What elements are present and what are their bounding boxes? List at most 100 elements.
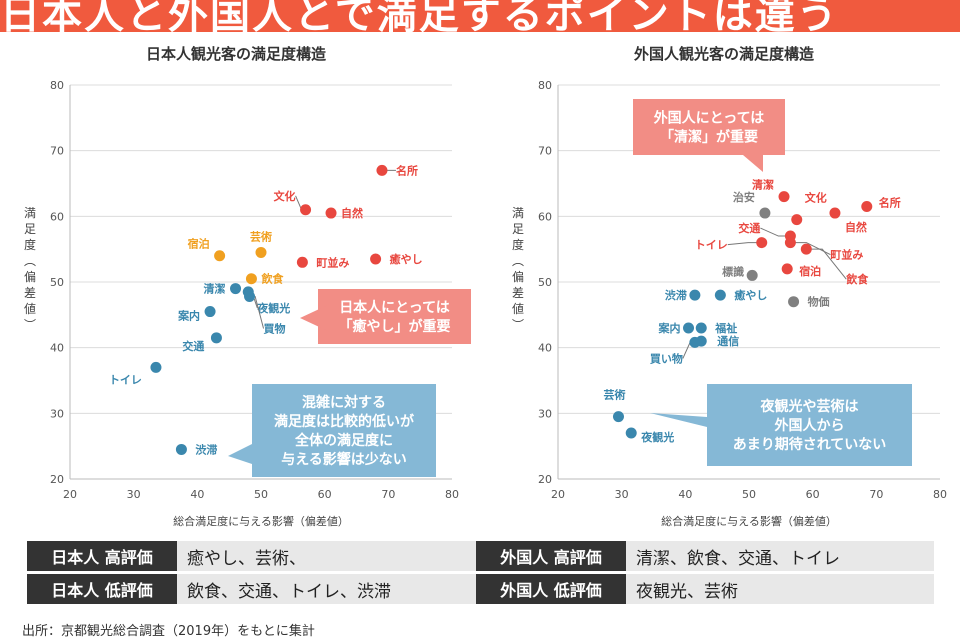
data-point [683,322,695,334]
data-point [296,256,308,268]
point-label: 清潔 [752,178,774,192]
y-tick-label: 70 [538,145,552,158]
data-point [210,332,222,344]
callout-text: 全体の満足度に [294,432,393,449]
data-point [370,253,382,265]
data-point [756,237,768,249]
point-label: 宿泊 [188,237,210,251]
x-tick-label: 40 [678,488,692,501]
callout-text: 満足度は比較的低いが [274,413,415,430]
point-label: トイレ [109,373,142,386]
callout-text: 与える影響は少ない [281,451,407,468]
callout-text: 混雑に対する [302,394,386,411]
chart-japanese: 日本人観光客の満足度構造 20 30 40 50 60 70 80 20 30 40 50 60 70 80… [24,45,471,528]
callout-box [707,384,912,466]
summary-value: 飲食、交通、トイレ、渋滞 [177,574,485,604]
point-label: 福祉 [714,321,737,335]
point-label: 交通 [738,221,760,235]
summary-value: 清潔、飲食、交通、トイレ [626,541,934,571]
point-label: 飲食 [845,272,869,286]
summary-row: 外国人 高評価 清潔、飲食、交通、トイレ [476,541,934,571]
point-label: 標識 [722,264,744,278]
point-label: 物価 [808,295,830,309]
callout-box [633,99,785,155]
x-tick-label: 80 [445,488,459,501]
callout-text: 外国人にとっては [654,110,765,127]
data-point [230,283,242,295]
point-label: 清潔 [204,282,226,296]
point-label: 癒やし [390,252,423,266]
point-label: 文化 [805,191,827,205]
data-point [778,191,790,203]
banner-title: 日本人と外国人とで満足するポイントは違う [0,0,839,32]
point-label: 自然 [341,206,363,220]
y-tick-label: 30 [538,407,552,420]
y-tick-label: 70 [50,145,64,158]
callout-box [252,384,436,477]
data-point [788,296,800,308]
point-label: 芸術 [250,229,272,243]
point-label: 買物 [264,321,286,335]
x-tick-label: 50 [742,488,756,501]
callout-box [318,289,471,344]
y-tick-label: 50 [538,276,552,289]
y-tick-label: 30 [50,407,64,420]
callout-text: 外国人から [775,417,845,434]
data-point [255,246,267,258]
x-axis-label: 総合満足度に与える影響（偏差値） [661,514,837,528]
y-tick-label: 80 [538,79,552,92]
x-tick-label: 60 [806,488,820,501]
y-tick-label: 40 [538,342,552,355]
summary-value: 癒やし、芸術、 [177,541,485,571]
data-point [714,289,726,301]
point-label: 買い物 [650,351,683,365]
x-tick-label: 80 [933,488,947,501]
header-banner: 日本人と外国人とで満足するポイントは違う [0,0,960,32]
data-point [204,306,216,318]
data-point [214,250,226,262]
data-point [244,290,256,302]
data-point [625,427,637,439]
summary-row: 外国人 低評価 夜観光、芸術 [476,574,934,604]
data-point [325,207,337,219]
data-point [150,361,162,373]
data-point [612,411,624,423]
y-tick-label: 60 [538,210,552,223]
callout-tail [300,304,330,332]
point-label: 癒やし [734,288,767,302]
summary-header: 外国人 高評価 [476,541,626,571]
point-label: 通信 [717,334,739,348]
y-tick-label: 20 [50,473,64,486]
point-label: 夜観光 [640,430,674,444]
callout-text: 日本人にとっては [339,299,450,316]
x-tick-label: 20 [63,488,77,501]
y-axis-label: 満足度︵偏差値︶ [24,206,36,332]
point-label: 町並み [830,248,863,262]
y-tick-label: 40 [50,342,64,355]
summary-header: 日本人 高評価 [27,541,177,571]
point-label: 芸術 [603,388,625,402]
summary-header: 日本人 低評価 [27,574,177,604]
summary-row: 日本人 低評価 飲食、交通、トイレ、渋滞 [27,574,485,604]
point-label: 案内 [177,309,200,323]
point-label: 宿泊 [799,264,821,278]
summary-row: 日本人 高評価 癒やし、芸術、 [27,541,485,571]
data-point [861,200,873,212]
data-point [781,263,793,275]
data-point [245,273,257,285]
x-axis-label: 総合満足度に与える影響（偏差値） [173,514,349,528]
summary-table-foreign: 外国人 高評価 清潔、飲食、交通、トイレ 外国人 低評価 夜観光、芸術 [476,541,934,607]
chart-foreign: 外国人観光客の満足度構造 20 30 40 50 60 70 80 20 30 40 50 60 70 80… [512,45,947,528]
data-point [800,243,812,255]
summary-table-japanese: 日本人 高評価 癒やし、芸術、 日本人 低評価 飲食、交通、トイレ、渋滞 [27,541,485,607]
point-label: 渋滞 [195,442,217,456]
summary-value: 夜観光、芸術 [626,574,934,604]
point-label: 町並み [316,255,349,269]
y-axis-label: 満足度︵偏差値︶ [512,206,524,332]
point-label: 渋滞 [665,288,687,302]
callout-text: 「癒やし」が重要 [339,318,451,335]
point-label: 夜観光 [256,301,290,315]
callout-tail [743,155,763,172]
data-point [829,207,841,219]
point-label: 案内 [658,321,681,335]
